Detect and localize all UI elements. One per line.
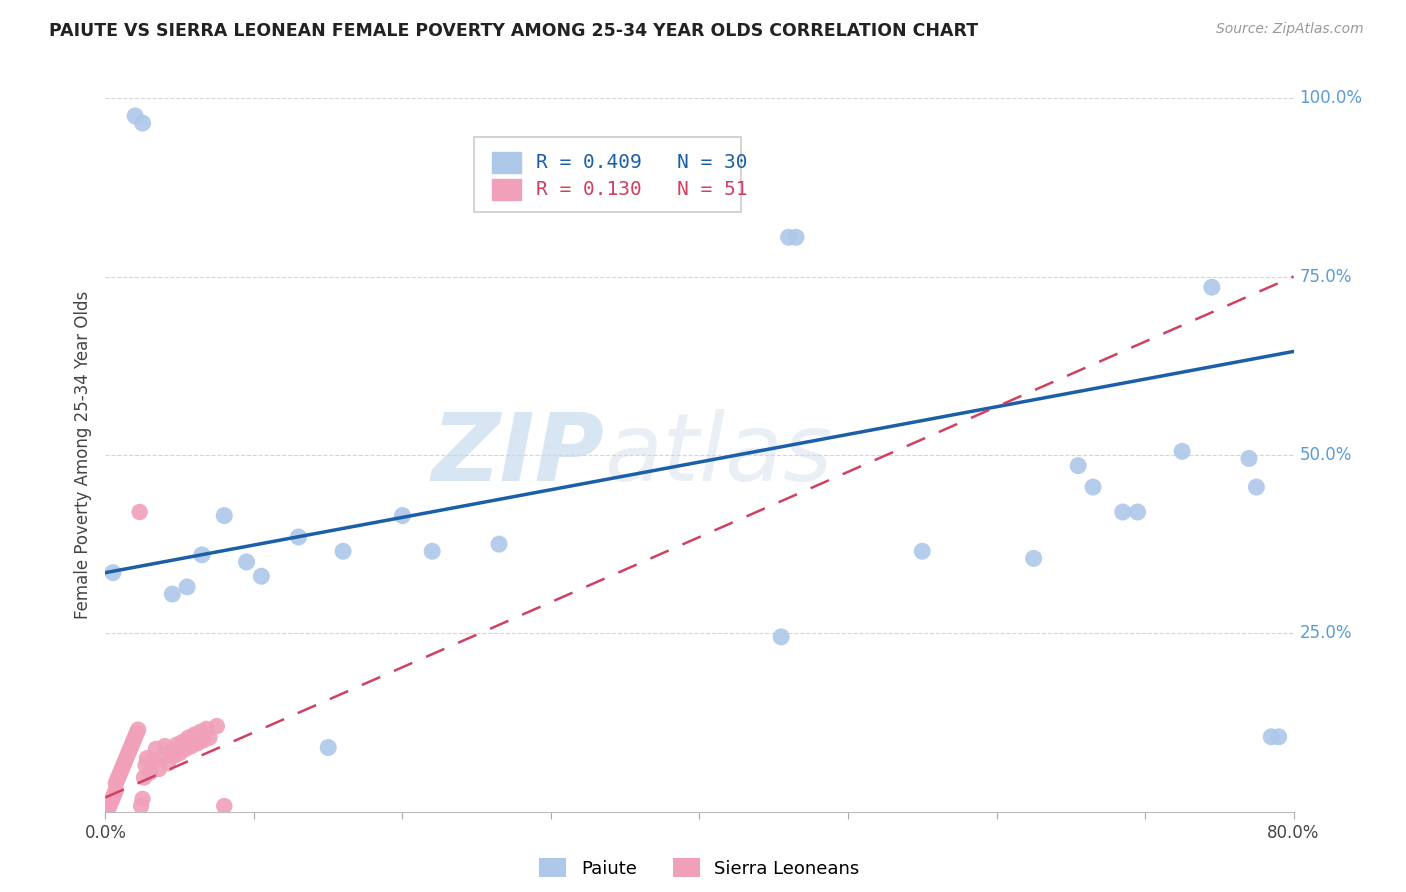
Point [118,744,141,758]
Point [115,751,138,765]
Point [136,751,159,765]
Point [114,755,136,769]
Point [142,753,165,767]
Point [103,787,125,801]
Point [124,109,146,123]
Point [1260,730,1282,744]
FancyBboxPatch shape [492,179,522,201]
Point [120,740,142,755]
Point [105,772,128,787]
Point [180,739,202,753]
Point [112,758,135,772]
Point [1022,551,1045,566]
Y-axis label: Female Poverty Among 25-34 Year Olds: Female Poverty Among 25-34 Year Olds [73,291,91,619]
Text: 50.0%: 50.0% [1299,446,1351,464]
Point [176,580,198,594]
Point [214,799,236,814]
Point [97,801,120,815]
Text: R = 0.130   N = 51: R = 0.130 N = 51 [536,180,747,199]
Point [135,758,157,772]
Text: 100.0%: 100.0% [1299,89,1362,107]
Text: PAIUTE VS SIERRA LEONEAN FEMALE POVERTY AMONG 25-34 YEAR OLDS CORRELATION CHART: PAIUTE VS SIERRA LEONEAN FEMALE POVERTY … [49,22,979,40]
Point [127,723,149,737]
Point [117,747,139,762]
Text: 25.0%: 25.0% [1299,624,1353,642]
Point [169,746,191,760]
Point [101,566,124,580]
Point [131,792,153,806]
Text: R = 0.409   N = 30: R = 0.409 N = 30 [536,153,747,172]
Point [110,765,132,780]
Point [122,733,145,747]
Point [316,740,339,755]
Point [131,116,153,130]
Point [166,738,188,752]
Point [129,799,152,814]
Point [172,735,194,749]
Point [1126,505,1149,519]
Point [124,730,146,744]
Point [235,555,257,569]
Point [205,719,228,733]
Point [148,762,170,776]
Point [785,230,807,244]
Point [195,722,218,736]
Point [104,776,127,790]
Point [183,728,205,742]
Point [1201,280,1223,294]
Point [108,769,131,783]
Point [121,737,143,751]
Point [139,765,162,780]
Point [193,733,215,747]
Point [174,742,197,756]
Point [332,544,354,558]
Point [1246,480,1268,494]
Point [770,630,793,644]
Point [162,587,184,601]
Point [186,736,208,750]
Point [98,797,121,812]
FancyBboxPatch shape [474,137,741,212]
Point [1081,480,1104,494]
Point [100,794,122,808]
Point [156,756,179,771]
Text: Source: ZipAtlas.com: Source: ZipAtlas.com [1216,22,1364,37]
Point [145,742,167,756]
Point [190,724,212,739]
Point [104,783,127,797]
Point [177,731,200,745]
Point [287,530,309,544]
Point [214,508,236,523]
Point [391,508,413,523]
Legend: Paiute, Sierra Leoneans: Paiute, Sierra Leoneans [531,851,868,885]
Point [163,749,186,764]
Point [1067,458,1090,473]
Point [1237,451,1260,466]
Text: atlas: atlas [605,409,832,500]
Point [911,544,934,558]
Point [250,569,273,583]
Point [420,544,443,558]
Point [153,739,176,753]
Point [198,731,221,745]
Point [488,537,510,551]
FancyBboxPatch shape [492,152,522,173]
Text: 75.0%: 75.0% [1299,268,1351,285]
Point [191,548,214,562]
Text: ZIP: ZIP [432,409,605,501]
Point [101,790,124,805]
Point [150,750,173,764]
Point [111,762,134,776]
Point [1171,444,1194,458]
Point [159,745,181,759]
Point [1267,730,1289,744]
Point [128,505,150,519]
Point [132,771,155,785]
Point [778,230,800,244]
Point [125,726,148,740]
Point [1112,505,1135,519]
